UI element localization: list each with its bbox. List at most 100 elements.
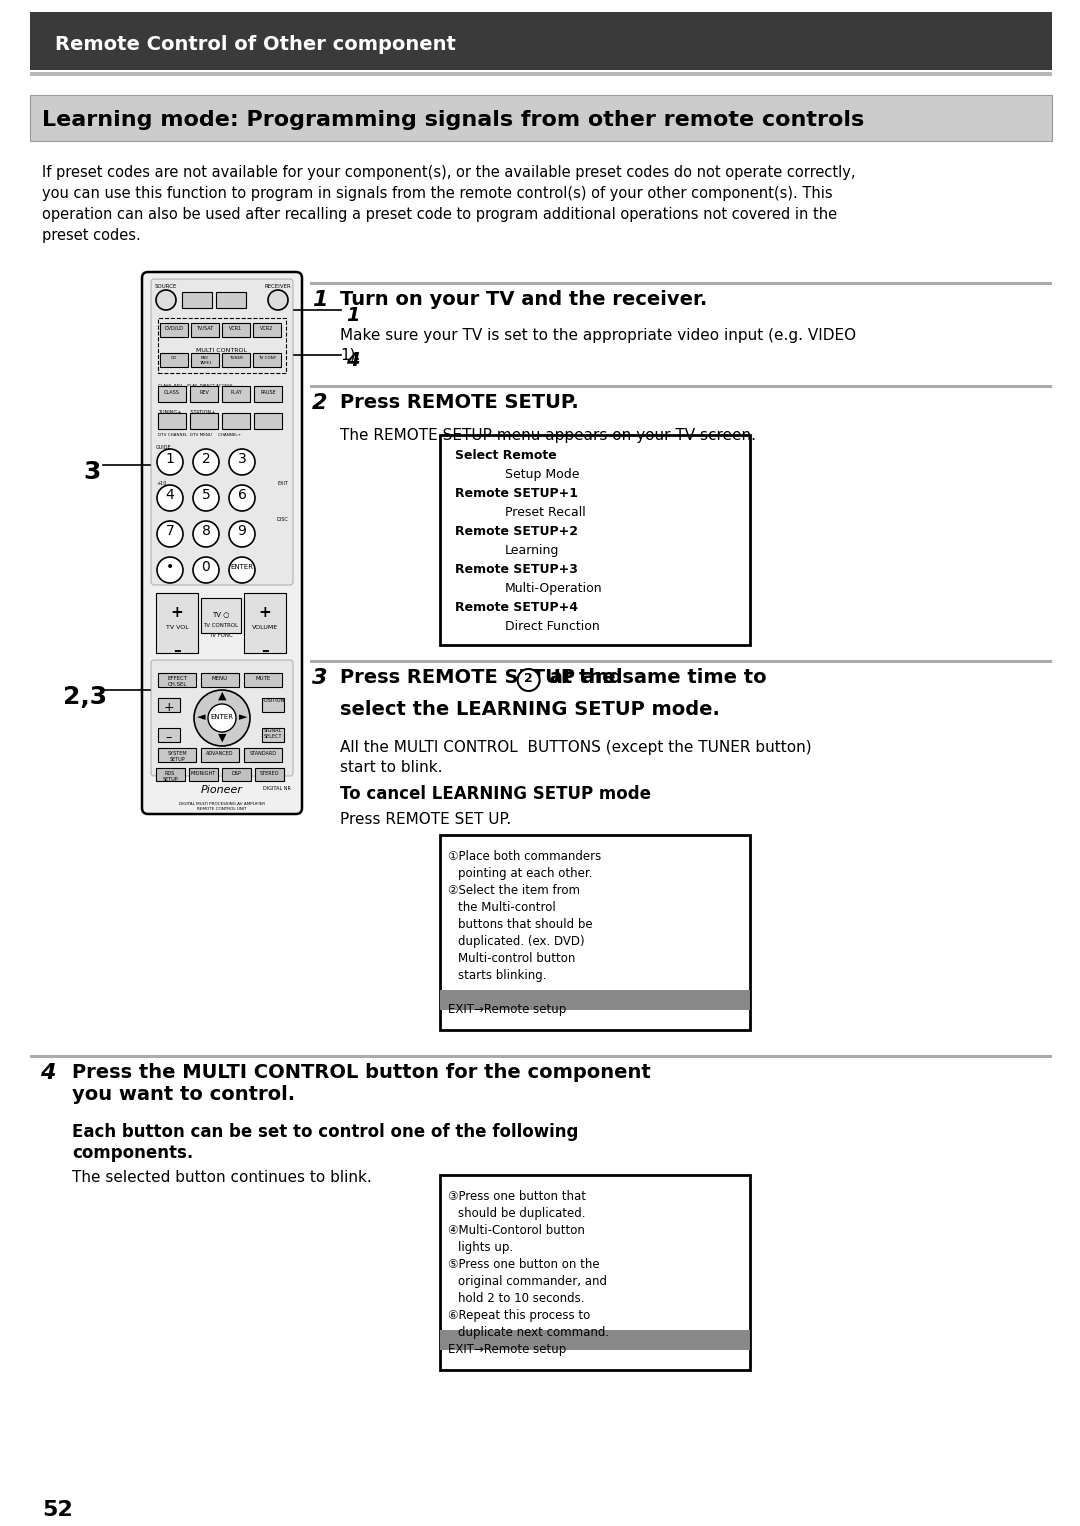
Text: pointing at each other.: pointing at each other. bbox=[458, 867, 593, 881]
Text: Remote SETUP+4: Remote SETUP+4 bbox=[455, 601, 578, 613]
Bar bbox=[158, 673, 195, 687]
Bar bbox=[440, 435, 750, 645]
Bar bbox=[254, 386, 282, 401]
Text: •: • bbox=[166, 560, 174, 574]
Bar bbox=[222, 414, 249, 429]
Circle shape bbox=[157, 449, 183, 475]
Text: –: – bbox=[166, 731, 172, 745]
Bar bbox=[440, 1331, 750, 1351]
Text: +: + bbox=[171, 604, 184, 620]
Bar bbox=[191, 324, 219, 337]
Text: DIGITAL NR: DIGITAL NR bbox=[264, 786, 291, 790]
Text: SIGNAL
SELECT: SIGNAL SELECT bbox=[264, 728, 282, 739]
Text: TUNER: TUNER bbox=[229, 356, 243, 360]
Text: The REMOTE SETUP menu appears on your TV screen.: The REMOTE SETUP menu appears on your TV… bbox=[340, 427, 756, 443]
Bar bbox=[310, 282, 1052, 285]
Bar bbox=[158, 728, 180, 742]
Text: DTV CHANNEL  DTV MENU     CHANNEL+: DTV CHANNEL DTV MENU CHANNEL+ bbox=[158, 433, 241, 436]
Circle shape bbox=[229, 557, 255, 583]
Bar bbox=[158, 748, 195, 761]
Circle shape bbox=[229, 485, 255, 511]
Text: 9: 9 bbox=[238, 523, 246, 539]
Text: DVD/LD: DVD/LD bbox=[164, 327, 184, 331]
Bar bbox=[253, 324, 281, 337]
Circle shape bbox=[156, 290, 176, 310]
Text: MUTE: MUTE bbox=[255, 676, 271, 681]
Bar bbox=[310, 385, 1052, 388]
Circle shape bbox=[194, 690, 249, 746]
Text: Learning: Learning bbox=[505, 543, 559, 557]
Bar bbox=[255, 768, 284, 781]
Text: 1: 1 bbox=[312, 290, 327, 310]
Bar bbox=[158, 414, 186, 429]
Bar bbox=[30, 1054, 1052, 1058]
Bar bbox=[158, 317, 286, 372]
Text: Press REMOTE SETUP and: Press REMOTE SETUP and bbox=[340, 668, 630, 687]
Text: VOLUME: VOLUME bbox=[252, 626, 278, 630]
Text: ③Press one button that: ③Press one button that bbox=[448, 1190, 586, 1202]
Text: Preset Recall: Preset Recall bbox=[505, 507, 585, 519]
Text: lights up.: lights up. bbox=[458, 1241, 513, 1254]
Text: Multi-Operation: Multi-Operation bbox=[505, 581, 603, 595]
FancyBboxPatch shape bbox=[141, 272, 302, 813]
Text: ▲: ▲ bbox=[218, 691, 226, 700]
Bar bbox=[440, 990, 750, 1010]
Circle shape bbox=[268, 290, 288, 310]
Text: CLASS: CLASS bbox=[164, 391, 180, 395]
Text: duplicate next command.: duplicate next command. bbox=[458, 1326, 609, 1338]
Text: CD: CD bbox=[171, 356, 177, 360]
Bar bbox=[262, 697, 284, 713]
Text: The selected button continues to blink.: The selected button continues to blink. bbox=[72, 1170, 372, 1186]
Bar bbox=[191, 353, 219, 366]
FancyBboxPatch shape bbox=[151, 661, 293, 777]
Text: original commander, and: original commander, and bbox=[458, 1276, 607, 1288]
Text: ②Select the item from: ②Select the item from bbox=[448, 884, 580, 897]
Text: Press the MULTI CONTROL button for the component
you want to control.: Press the MULTI CONTROL button for the c… bbox=[72, 1064, 651, 1103]
Bar bbox=[254, 414, 282, 429]
Circle shape bbox=[229, 449, 255, 475]
Circle shape bbox=[517, 668, 540, 691]
Bar bbox=[244, 594, 286, 653]
Bar bbox=[216, 291, 246, 308]
Text: EXIT→Remote setup: EXIT→Remote setup bbox=[448, 1343, 566, 1357]
Bar bbox=[244, 748, 282, 761]
Text: 1: 1 bbox=[346, 307, 360, 325]
Text: Press REMOTE SET UP.: Press REMOTE SET UP. bbox=[340, 812, 511, 827]
Text: starts blinking.: starts blinking. bbox=[458, 969, 546, 983]
Text: Select Remote: Select Remote bbox=[455, 449, 557, 462]
Text: Setup Mode: Setup Mode bbox=[505, 468, 580, 481]
Text: To cancel LEARNING SETUP mode: To cancel LEARNING SETUP mode bbox=[340, 784, 651, 803]
Text: VCR2: VCR2 bbox=[260, 327, 273, 331]
Text: STANDARD: STANDARD bbox=[249, 751, 276, 755]
Text: 1: 1 bbox=[165, 452, 175, 465]
Bar bbox=[244, 673, 282, 687]
Text: +10: +10 bbox=[156, 481, 166, 485]
Text: TV/SAT: TV/SAT bbox=[197, 327, 214, 331]
Text: 2: 2 bbox=[202, 452, 211, 465]
Text: ⑥Repeat this process to: ⑥Repeat this process to bbox=[448, 1309, 591, 1322]
Text: SOURCE: SOURCE bbox=[154, 284, 177, 288]
Text: MENU: MENU bbox=[212, 676, 228, 681]
Bar bbox=[158, 386, 186, 401]
Text: 0: 0 bbox=[202, 560, 211, 574]
Text: +: + bbox=[164, 700, 174, 714]
Circle shape bbox=[229, 520, 255, 546]
Text: +: + bbox=[258, 604, 271, 620]
Text: 4: 4 bbox=[346, 351, 360, 369]
Text: PLAY: PLAY bbox=[230, 391, 242, 395]
Text: 3: 3 bbox=[83, 459, 100, 484]
Text: Learning Setup: Learning Setup bbox=[448, 1013, 555, 1027]
Text: select the LEARNING SETUP mode.: select the LEARNING SETUP mode. bbox=[340, 700, 720, 719]
Text: EXIT: EXIT bbox=[276, 481, 288, 485]
Bar bbox=[190, 386, 218, 401]
Text: PAUSE: PAUSE bbox=[260, 391, 275, 395]
Text: Make sure your TV is set to the appropriate video input (e.g. VIDEO
1).: Make sure your TV is set to the appropri… bbox=[340, 328, 856, 363]
Text: 4: 4 bbox=[165, 488, 174, 502]
Text: 6: 6 bbox=[238, 488, 246, 502]
Text: Turn on your TV and the receiver.: Turn on your TV and the receiver. bbox=[340, 290, 707, 308]
Text: ▼: ▼ bbox=[218, 732, 226, 743]
Bar bbox=[310, 661, 1052, 662]
Text: TUNING+      STATION+: TUNING+ STATION+ bbox=[158, 410, 215, 415]
Text: ADVANCED: ADVANCED bbox=[206, 751, 233, 755]
Text: ►: ► bbox=[239, 713, 247, 722]
